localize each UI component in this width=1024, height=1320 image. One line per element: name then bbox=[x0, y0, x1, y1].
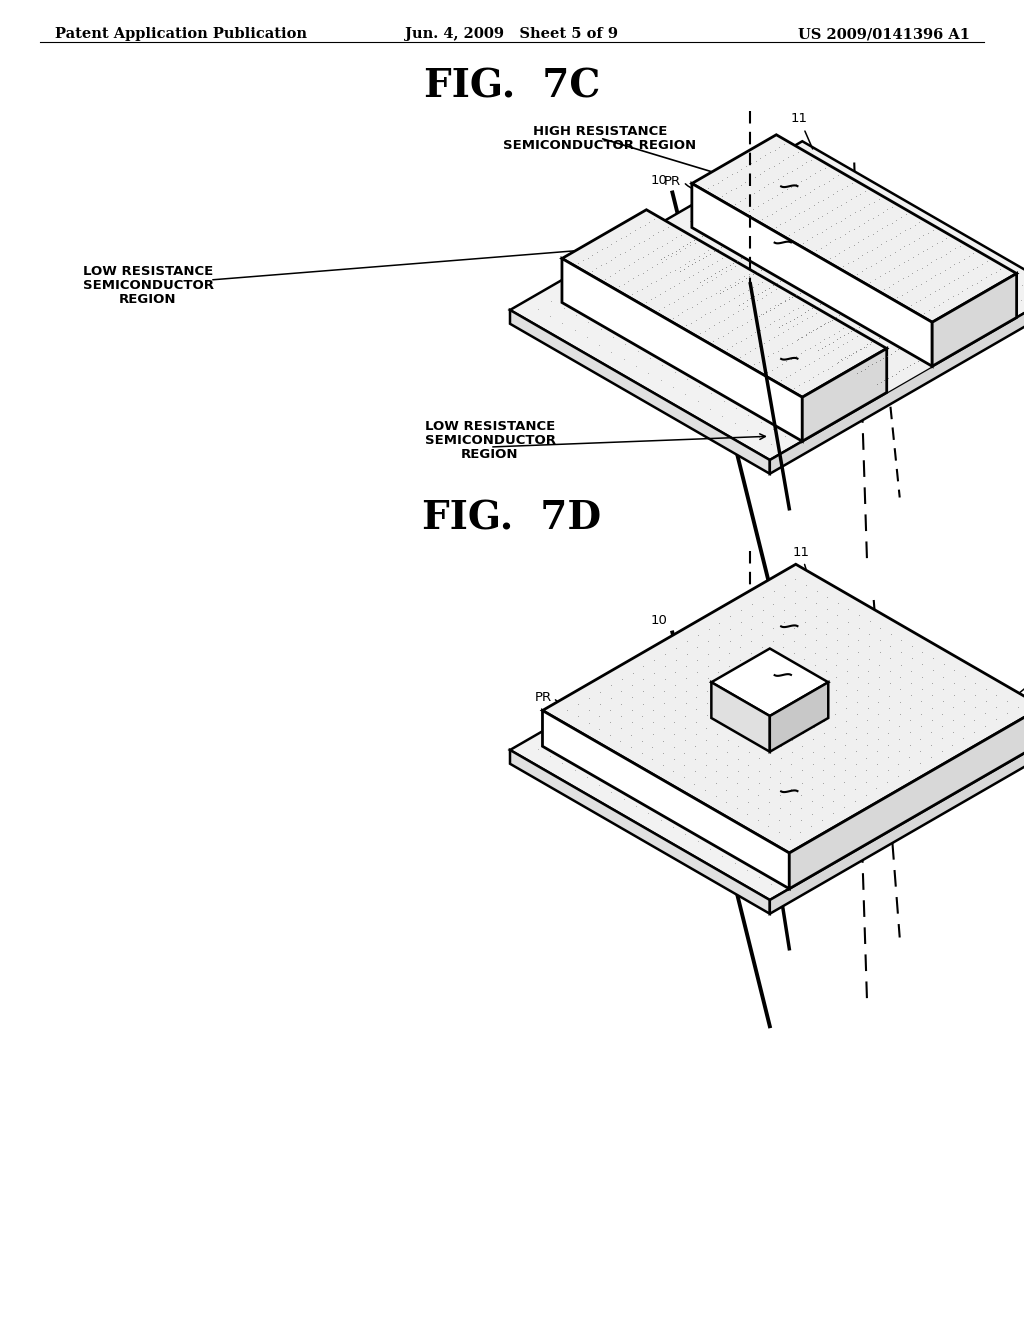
Text: PR: PR bbox=[535, 692, 552, 705]
Text: 10: 10 bbox=[650, 174, 668, 187]
Text: 73: 73 bbox=[787, 218, 805, 231]
Text: FIG.  7C: FIG. 7C bbox=[424, 69, 600, 106]
Text: 72: 72 bbox=[798, 338, 814, 351]
Text: US 2009/0141396 A1: US 2009/0141396 A1 bbox=[798, 26, 970, 41]
Polygon shape bbox=[692, 183, 932, 366]
Text: PR1: PR1 bbox=[749, 602, 774, 615]
Polygon shape bbox=[510, 141, 1024, 459]
Text: 72: 72 bbox=[798, 771, 814, 783]
Text: Jun. 4, 2009   Sheet 5 of 9: Jun. 4, 2009 Sheet 5 of 9 bbox=[406, 26, 618, 41]
Text: FIG.  7D: FIG. 7D bbox=[423, 500, 601, 539]
Text: 73: 73 bbox=[787, 648, 805, 661]
Polygon shape bbox=[543, 710, 790, 888]
Polygon shape bbox=[562, 259, 802, 441]
Polygon shape bbox=[712, 682, 770, 752]
Polygon shape bbox=[770, 731, 1024, 913]
Text: 11: 11 bbox=[793, 545, 809, 558]
Text: 11: 11 bbox=[791, 112, 807, 125]
Polygon shape bbox=[646, 227, 932, 392]
Text: 10: 10 bbox=[650, 615, 668, 627]
Polygon shape bbox=[510, 750, 770, 913]
Text: SEMICONDUCTOR: SEMICONDUCTOR bbox=[425, 434, 555, 447]
Polygon shape bbox=[932, 273, 1017, 366]
Polygon shape bbox=[770, 682, 828, 752]
Polygon shape bbox=[510, 581, 1024, 900]
Polygon shape bbox=[802, 348, 887, 441]
Text: SEMICONDUCTOR: SEMICONDUCTOR bbox=[83, 279, 213, 292]
Text: LOW RESISTANCE: LOW RESISTANCE bbox=[425, 420, 555, 433]
Text: REGION: REGION bbox=[119, 293, 177, 306]
Polygon shape bbox=[712, 648, 828, 715]
Text: REGION: REGION bbox=[461, 447, 519, 461]
Text: PR: PR bbox=[665, 176, 681, 189]
Text: SEMICONDUCTOR REGION: SEMICONDUCTOR REGION bbox=[504, 139, 696, 152]
Text: 71: 71 bbox=[758, 597, 774, 610]
Text: PR2: PR2 bbox=[836, 624, 861, 638]
Text: 71: 71 bbox=[760, 156, 777, 168]
Polygon shape bbox=[562, 210, 887, 397]
Text: HIGH RESISTANCE: HIGH RESISTANCE bbox=[532, 125, 668, 139]
Polygon shape bbox=[790, 706, 1024, 888]
Text: LOW RESISTANCE: LOW RESISTANCE bbox=[83, 265, 213, 279]
Polygon shape bbox=[770, 292, 1024, 474]
Polygon shape bbox=[692, 135, 1017, 322]
Polygon shape bbox=[543, 564, 1024, 853]
Text: Patent Application Publication: Patent Application Publication bbox=[55, 26, 307, 41]
Polygon shape bbox=[510, 310, 770, 474]
